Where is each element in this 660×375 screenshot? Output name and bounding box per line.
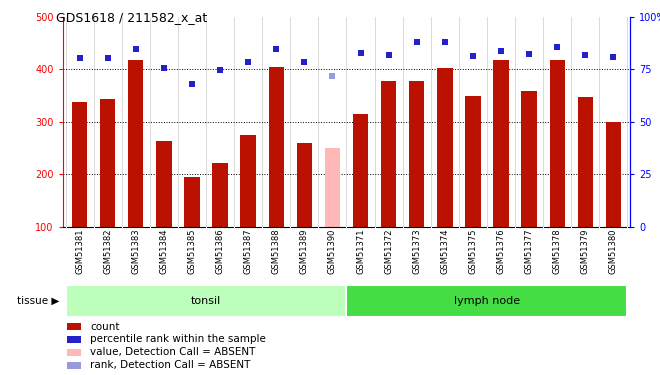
Text: GSM51376: GSM51376 — [496, 229, 506, 274]
Text: percentile rank within the sample: percentile rank within the sample — [90, 334, 266, 345]
Text: GSM51390: GSM51390 — [328, 229, 337, 274]
Text: GSM51381: GSM51381 — [75, 229, 84, 274]
Bar — [325, 148, 340, 227]
Bar — [550, 60, 565, 227]
Text: GSM51373: GSM51373 — [412, 229, 421, 274]
Text: GSM51382: GSM51382 — [103, 229, 112, 274]
Bar — [67, 349, 81, 356]
Bar — [606, 122, 621, 227]
Text: tissue ▶: tissue ▶ — [17, 296, 59, 306]
Text: tonsil: tonsil — [191, 296, 221, 306]
Text: GSM51374: GSM51374 — [440, 229, 449, 274]
Bar — [353, 114, 368, 227]
Bar — [346, 285, 628, 317]
Bar — [269, 67, 284, 227]
Text: GSM51383: GSM51383 — [131, 229, 141, 274]
Bar — [65, 285, 346, 317]
Bar — [578, 97, 593, 227]
Bar — [213, 163, 228, 227]
Bar — [184, 177, 200, 227]
Text: value, Detection Call = ABSENT: value, Detection Call = ABSENT — [90, 347, 255, 357]
Bar — [72, 102, 87, 227]
Bar — [296, 143, 312, 227]
Text: GSM51387: GSM51387 — [244, 229, 253, 274]
Text: GSM51388: GSM51388 — [272, 229, 280, 274]
Text: GSM51377: GSM51377 — [525, 229, 534, 274]
Text: GSM51371: GSM51371 — [356, 229, 365, 274]
Text: GSM51372: GSM51372 — [384, 229, 393, 274]
Bar — [100, 99, 116, 227]
Bar — [240, 135, 256, 227]
Bar — [67, 336, 81, 343]
Bar — [437, 68, 453, 227]
Text: GSM51385: GSM51385 — [187, 229, 197, 274]
Text: GSM51379: GSM51379 — [581, 229, 590, 274]
Text: GSM51378: GSM51378 — [552, 229, 562, 274]
Text: GSM51380: GSM51380 — [609, 229, 618, 274]
Text: GDS1618 / 211582_x_at: GDS1618 / 211582_x_at — [56, 11, 207, 24]
Bar — [156, 141, 172, 227]
Text: count: count — [90, 322, 119, 332]
Bar — [67, 323, 81, 330]
Bar — [493, 60, 509, 227]
Text: GSM51384: GSM51384 — [159, 229, 168, 274]
Bar — [465, 96, 480, 227]
Text: GSM51375: GSM51375 — [469, 229, 477, 274]
Bar — [521, 92, 537, 227]
Text: GSM51389: GSM51389 — [300, 229, 309, 274]
Bar — [67, 362, 81, 369]
Text: rank, Detection Call = ABSENT: rank, Detection Call = ABSENT — [90, 360, 251, 370]
Bar — [381, 81, 397, 227]
Bar — [128, 60, 143, 227]
Bar — [409, 81, 424, 227]
Text: lymph node: lymph node — [454, 296, 520, 306]
Text: GSM51386: GSM51386 — [216, 229, 224, 274]
